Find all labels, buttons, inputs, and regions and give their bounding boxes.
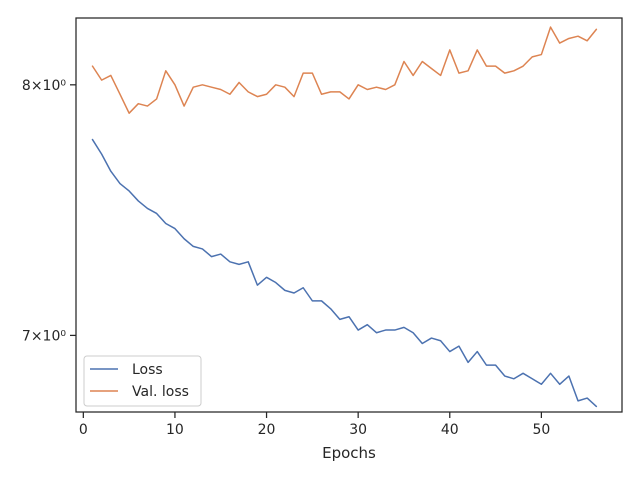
x-tick-label: 30: [349, 422, 367, 438]
x-tick-label: 50: [532, 422, 550, 438]
y-axis: 7×10⁰ 8×10⁰: [22, 78, 76, 344]
x-axis-label: Epochs: [322, 444, 376, 462]
legend-label: Loss: [132, 362, 163, 378]
plot-frame: [75, 17, 623, 413]
legend-label: Val. loss: [132, 384, 189, 400]
series-line-val-loss: [91, 26, 598, 114]
x-axis: 0 10 20 30 40 50: [79, 412, 550, 438]
x-tick-label: 40: [441, 422, 459, 438]
x-tick-label: 10: [166, 422, 184, 438]
plot-series-layer: [91, 26, 598, 408]
x-tick-label: 20: [258, 422, 276, 438]
y-tick-label: 8×10⁰: [22, 78, 66, 94]
x-tick-label: 0: [79, 422, 88, 438]
legend: Loss Val. loss: [83, 355, 202, 407]
series-line-loss: [91, 138, 598, 408]
y-tick-label: 7×10⁰: [22, 328, 66, 344]
